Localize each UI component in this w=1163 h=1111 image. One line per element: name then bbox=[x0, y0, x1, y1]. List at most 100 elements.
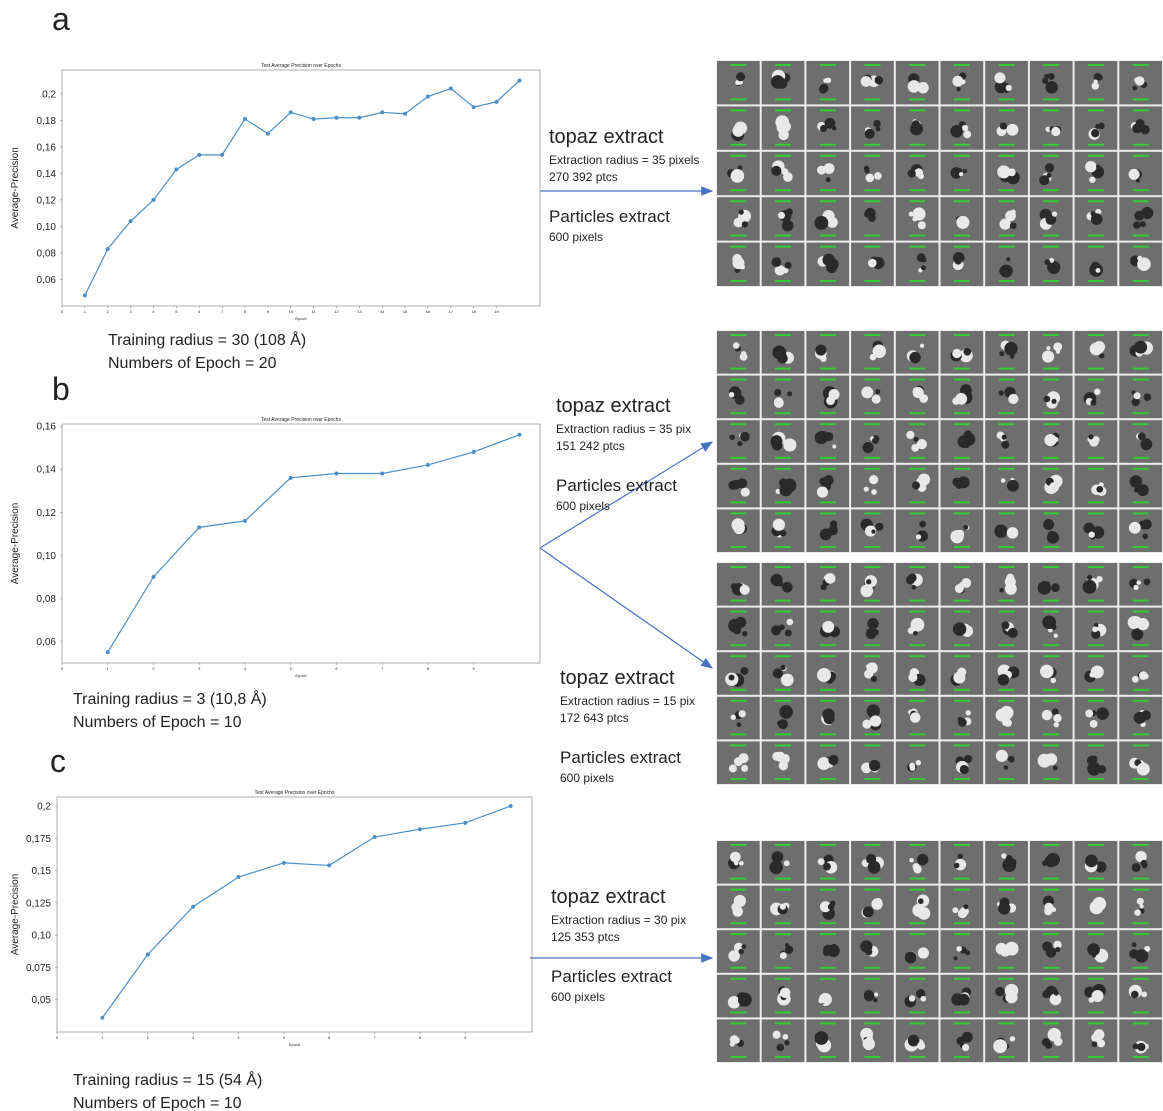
particle-blob bbox=[1006, 527, 1019, 539]
tile-label bbox=[775, 154, 792, 157]
particle-tile bbox=[761, 841, 805, 884]
particle-blob bbox=[952, 622, 967, 636]
data-point bbox=[425, 94, 430, 99]
tile-label bbox=[909, 546, 926, 548]
particle-tile bbox=[851, 106, 894, 150]
tile-label bbox=[998, 64, 1015, 66]
tile-label bbox=[909, 1056, 926, 1058]
tile-label bbox=[909, 64, 926, 66]
tile-label bbox=[1087, 109, 1104, 112]
tile-label bbox=[998, 154, 1015, 157]
tile-label bbox=[864, 412, 881, 415]
particle-blob bbox=[904, 951, 917, 964]
tile-label bbox=[730, 143, 747, 146]
particle-blob bbox=[1135, 76, 1145, 86]
particle-blob bbox=[780, 673, 794, 687]
tile-label bbox=[953, 877, 970, 880]
extract-detail: 151 242 ptcs bbox=[556, 439, 625, 453]
particle-grid bbox=[716, 840, 1163, 1063]
tile-label bbox=[953, 154, 970, 157]
tile-label bbox=[1087, 844, 1104, 846]
data-point bbox=[425, 462, 430, 467]
tile-label bbox=[1132, 778, 1149, 780]
particle-blob bbox=[785, 208, 793, 216]
particle-blob bbox=[1007, 168, 1016, 177]
tile-label bbox=[1043, 733, 1060, 736]
tile-label bbox=[998, 977, 1015, 980]
tile-label bbox=[998, 143, 1015, 146]
particle-blob bbox=[952, 75, 964, 87]
particle-blob bbox=[1137, 1042, 1146, 1052]
particle-blob bbox=[1092, 626, 1098, 633]
particle-blob bbox=[961, 124, 969, 132]
tile-label bbox=[819, 189, 836, 192]
tile-label bbox=[998, 744, 1015, 747]
tile-label bbox=[819, 143, 836, 146]
data-point bbox=[242, 518, 247, 523]
tile-label bbox=[953, 644, 970, 647]
tile-label bbox=[1087, 467, 1104, 470]
data-point bbox=[100, 1015, 105, 1020]
particle-blob bbox=[814, 215, 829, 230]
particle-blob bbox=[1140, 859, 1148, 867]
tile-label bbox=[1043, 1022, 1060, 1025]
tile-label bbox=[819, 501, 836, 504]
tile-label bbox=[775, 610, 792, 613]
tile-label bbox=[864, 655, 881, 658]
y-tick-label: 0,05 bbox=[32, 995, 52, 1006]
particle-blob bbox=[1137, 255, 1143, 261]
tile-label bbox=[775, 200, 792, 203]
particle-blob bbox=[1143, 393, 1152, 401]
particle-blob bbox=[1095, 861, 1107, 873]
tile-label bbox=[864, 98, 881, 101]
particle-blob bbox=[1082, 579, 1097, 594]
data-point bbox=[311, 117, 316, 122]
tile-label bbox=[819, 877, 836, 880]
particle-blob bbox=[783, 438, 797, 452]
tile-label bbox=[1087, 64, 1104, 66]
data-line bbox=[84, 80, 520, 296]
tile-label bbox=[1132, 610, 1149, 613]
particle-blob bbox=[784, 945, 794, 955]
particle-blob bbox=[740, 487, 750, 497]
particle-blob bbox=[780, 664, 786, 671]
particle-tile bbox=[1119, 375, 1162, 419]
tile-label bbox=[864, 610, 881, 613]
tile-label bbox=[775, 143, 792, 146]
particle-blob bbox=[816, 486, 829, 498]
particle-blob bbox=[1004, 941, 1019, 956]
tile-label bbox=[775, 367, 792, 370]
tile-label bbox=[998, 1056, 1015, 1058]
tile-label bbox=[909, 599, 926, 602]
data-point bbox=[105, 650, 110, 655]
extract-subtitle: Particles extract bbox=[560, 748, 681, 767]
particle-blob bbox=[910, 617, 925, 632]
tile-label bbox=[909, 977, 926, 980]
tile-label bbox=[1132, 966, 1149, 969]
extract-size: 600 pixels bbox=[551, 990, 605, 1004]
particle-blob bbox=[871, 898, 883, 910]
tile-label bbox=[864, 546, 881, 548]
particle-blob bbox=[787, 391, 793, 397]
tile-label bbox=[1132, 888, 1149, 891]
particle-blob bbox=[729, 851, 741, 863]
particle-blob bbox=[950, 125, 963, 138]
tile-label bbox=[1087, 733, 1104, 736]
particle-blob bbox=[832, 126, 837, 131]
tile-label bbox=[909, 733, 926, 736]
particle-blob bbox=[1004, 983, 1019, 998]
particle-blob bbox=[1049, 482, 1060, 493]
particle-blob bbox=[814, 431, 828, 445]
tile-label bbox=[819, 888, 836, 891]
tile-label bbox=[1043, 367, 1060, 370]
data-point bbox=[448, 86, 453, 91]
particle-blob bbox=[865, 173, 875, 183]
particle-blob bbox=[1041, 709, 1053, 721]
particle-blob bbox=[916, 853, 929, 866]
tile-label bbox=[953, 933, 970, 936]
tile-label bbox=[953, 98, 970, 101]
particle-blob bbox=[732, 626, 742, 635]
tile-label bbox=[998, 933, 1015, 936]
particle-tile bbox=[1029, 1019, 1073, 1062]
particle-blob bbox=[913, 436, 919, 442]
